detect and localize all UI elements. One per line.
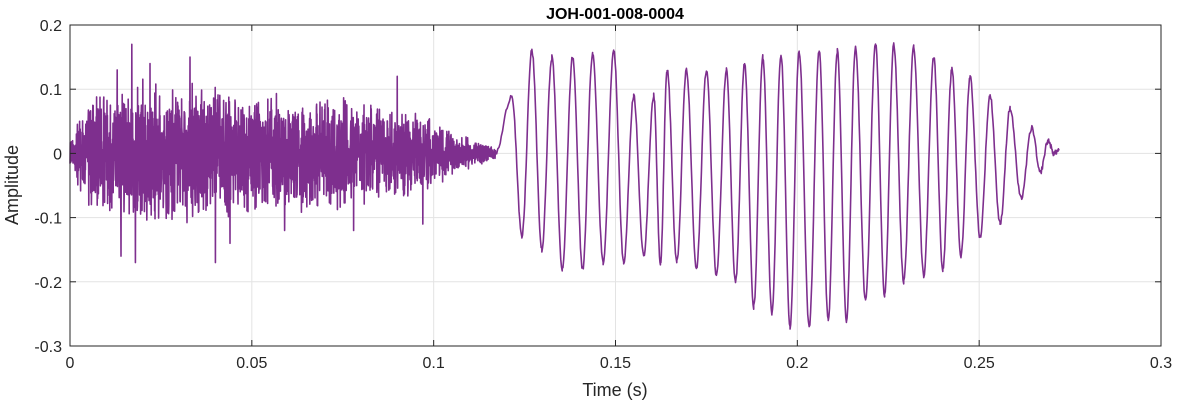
y-tick-label: 0.2 <box>40 18 62 35</box>
y-tick-label: -0.2 <box>34 275 62 292</box>
y-tick-labels: -0.3 -0.2 -0.1 0 0.1 0.2 <box>34 18 62 356</box>
x-tick-labels: 0 0.05 0.1 0.15 0.2 0.25 0.3 <box>66 355 1173 372</box>
waveform-line <box>69 42 1060 330</box>
x-tick-label: 0.15 <box>600 355 631 372</box>
y-tick-label: -0.1 <box>34 211 62 228</box>
x-tick-label: 0.1 <box>423 355 445 372</box>
y-tick-label: 0 <box>53 146 62 163</box>
x-tick-label: 0.2 <box>786 355 808 372</box>
x-axis-label: Time (s) <box>582 380 647 400</box>
x-tick-label: 0.05 <box>236 355 267 372</box>
y-axis-label: Amplitude <box>2 145 22 225</box>
chart-title: JOH-001-008-0004 <box>546 6 684 23</box>
x-tick-label: 0 <box>66 355 75 372</box>
axis-ticks <box>69 24 1162 347</box>
x-tick-label: 0.25 <box>964 355 995 372</box>
x-tick-label: 0.3 <box>1150 355 1172 372</box>
y-tick-label: -0.3 <box>34 339 62 356</box>
y-tick-label: 0.1 <box>40 82 62 99</box>
